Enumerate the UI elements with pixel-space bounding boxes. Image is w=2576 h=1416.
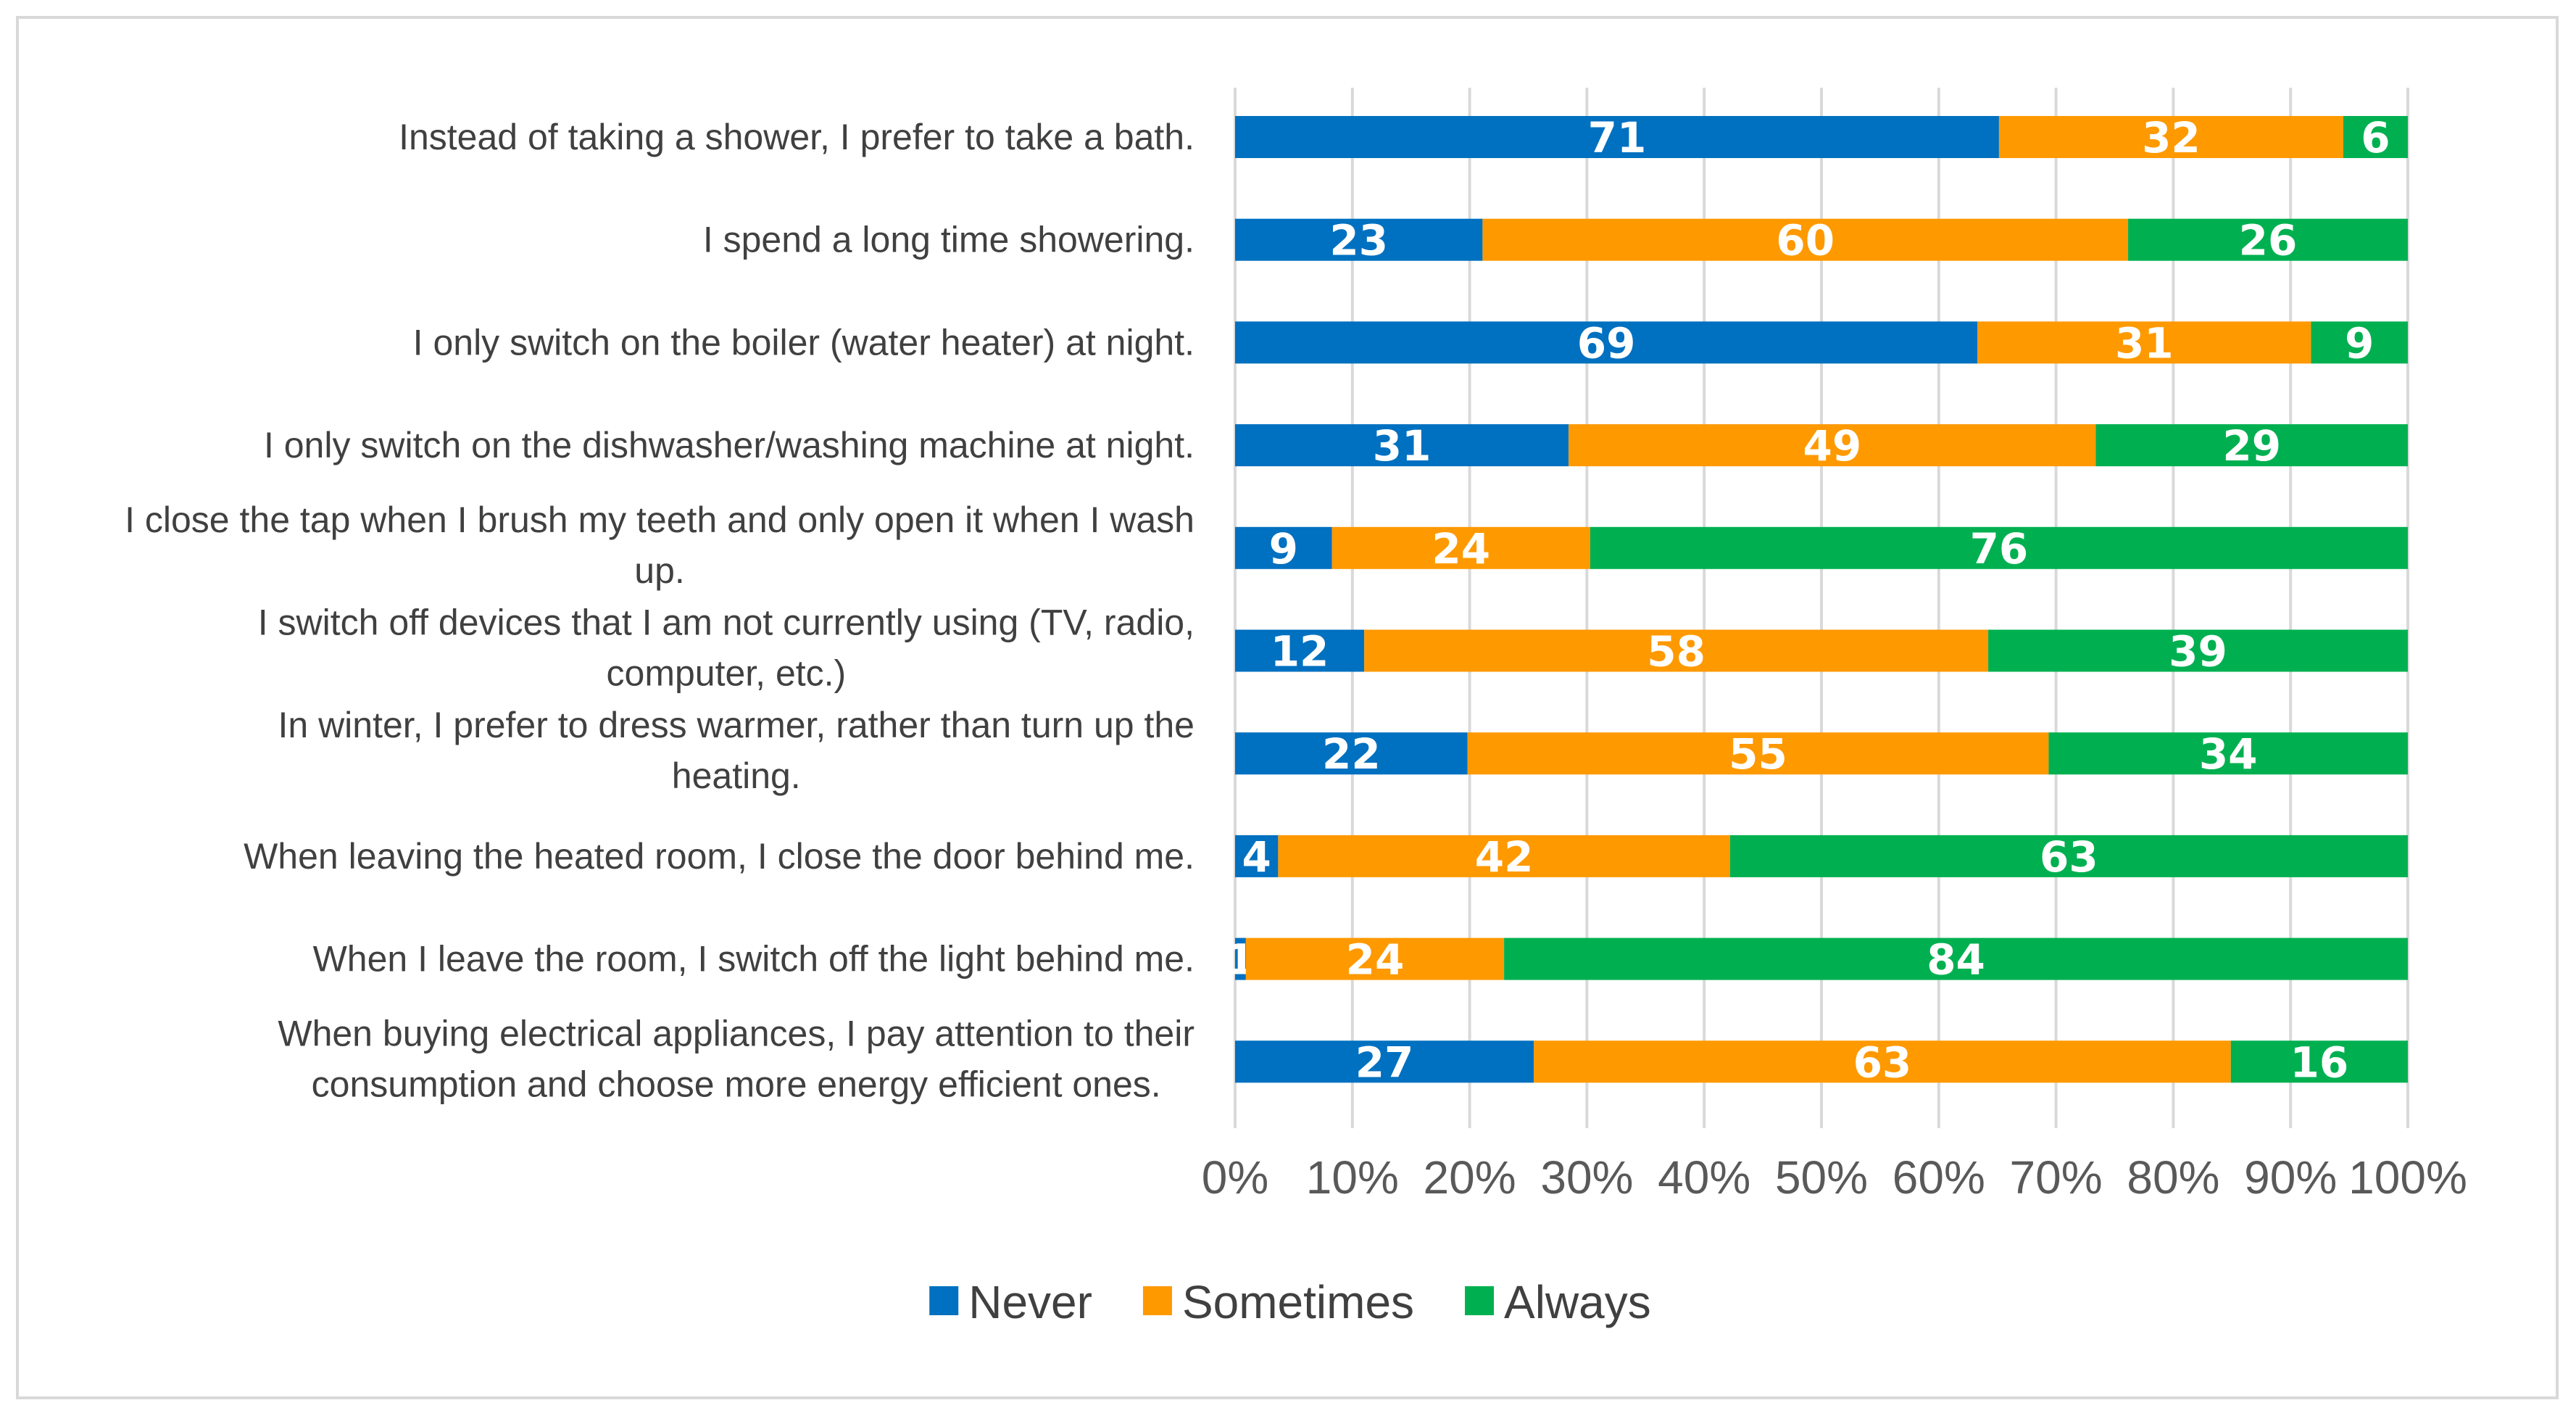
bar-segment-never [1235,629,1365,672]
category-label: up. [634,550,685,591]
data-label: 23 [1329,216,1388,265]
data-label: 39 [2169,627,2227,676]
bar-segment-never [1235,424,1569,467]
legend-swatch [1142,1286,1172,1315]
data-label: 24 [1432,524,1490,574]
legend-item-always: Always [1465,1276,1651,1328]
bar-segment-never [1235,732,1468,775]
legend-label: Never [968,1276,1092,1328]
category-label: I spend a long time showering. [703,220,1194,260]
data-label: 71 [1588,113,1647,162]
data-label: 29 [2222,421,2281,471]
x-tick-label: 10% [1306,1151,1399,1204]
data-label: 55 [1729,729,1787,779]
category-label: consumption and choose more energy effic… [312,1064,1161,1104]
bar-segment-sometimes [1534,1040,2231,1083]
data-label: 9 [2345,318,2374,368]
bar-segment-never [1235,937,1246,980]
data-label: 24 [1346,935,1405,985]
bar-segment-sometimes [1331,526,1590,569]
chart-frame: 71 32 6 23 60 26 69 31 9 31 49 29 9 24 76 12 58 39 22 55 34 4… [16,16,2559,1399]
data-label: 76 [1970,524,2029,574]
data-label: 16 [2290,1038,2349,1087]
bars: 71 32 6 23 60 26 69 31 9 31 49 29 9 24 76 12 58 39 22 55 34 4… [1226,113,2408,1087]
legend-label: Sometimes [1182,1276,1414,1328]
data-label: 63 [1853,1038,1912,1087]
bar-segment-sometimes [1278,835,1730,877]
category-label: I close the tap when I brush my teeth an… [125,500,1194,540]
x-tick-label: 60% [1892,1151,1985,1204]
legend: Never Sometimes Always [929,1276,1651,1328]
data-label: 27 [1355,1038,1414,1087]
data-label: 6 [2361,113,2390,162]
category-label: I only switch on the boiler (water heate… [413,322,1194,363]
legend-label: Always [1504,1276,1651,1328]
x-axis-tick-labels: 0% 10% 20% 30% 40% 50% 60% 70% 80% 90% 100% [1202,1151,2467,1204]
bar-segment-always [1504,937,2408,980]
bar-segment-sometimes [1467,732,2049,775]
bar-segment-sometimes [1998,116,2343,158]
bar-segment-always [2095,424,2408,467]
legend-item-never: Never [929,1276,1092,1328]
data-label: 9 [1269,524,1298,574]
data-label: 32 [2142,113,2201,162]
x-tick-label: 80% [2127,1151,2219,1204]
category-label: Instead of taking a shower, I prefer to … [399,117,1194,157]
category-label: I only switch on the dishwasher/washing … [264,425,1194,465]
category-labels: Instead of taking a shower, I prefer to … [125,117,1194,1104]
data-label: 12 [1271,627,1329,676]
data-label: 42 [1475,832,1534,882]
bar-segment-sometimes [1482,218,2129,261]
stacked-bar-chart: 71 32 6 23 60 26 69 31 9 31 49 29 9 24 76 12 58 39 22 55 34 4… [125,88,2467,1328]
bar-segment-never [1235,526,1332,569]
bar-segment-never [1235,116,1999,158]
legend-swatch [929,1286,959,1315]
bar-segment-always [2311,321,2408,364]
x-tick-label: 20% [1424,1151,1516,1204]
data-label: 58 [1647,627,1705,676]
data-label: 4 [1242,832,1271,882]
bar-segment-always [2230,1040,2408,1083]
data-label: 34 [2199,729,2258,779]
data-label: 26 [2239,216,2298,265]
x-tick-label: 0% [1202,1151,1269,1204]
x-tick-label: 50% [1775,1151,1868,1204]
bar-segment-never [1235,218,1483,261]
bar-segment-sometimes [1364,629,1989,672]
data-label: 63 [2040,832,2098,882]
data-label: 60 [1776,216,1835,265]
category-label: When leaving the heated room, I close th… [244,836,1194,877]
bar-segment-sometimes [1977,321,2311,364]
x-tick-label: 90% [2244,1151,2337,1204]
legend-item-sometimes: Sometimes [1142,1276,1414,1328]
bar-segment-never [1235,1040,1534,1083]
category-label: In winter, I prefer to dress warmer, rat… [278,705,1194,745]
category-label: I switch off devices that I am not curre… [258,603,1194,643]
bar-segment-always [2048,732,2408,775]
bar-segment-always [1988,629,2408,672]
bar-segment-always [2343,116,2408,158]
x-tick-label: 30% [1540,1151,1633,1204]
bar-segment-sometimes [1245,937,1505,980]
category-label: When I leave the room, I switch off the … [313,939,1194,980]
bar-segment-always [1590,526,2408,569]
data-label: 49 [1803,421,1861,471]
x-tick-label: 70% [2010,1151,2103,1204]
bar-segment-sometimes [1569,424,2096,467]
data-label: 69 [1577,318,1636,368]
bar-segment-always [1729,835,2408,877]
x-tick-label: 100% [2348,1151,2467,1204]
category-label: computer, etc.) [607,653,847,694]
category-label: When buying electrical appliances, I pay… [278,1013,1194,1053]
bar-segment-never [1235,321,1978,364]
data-label: 22 [1322,729,1381,779]
legend-swatch [1465,1286,1495,1315]
category-label: heating. [672,755,801,796]
data-label: 84 [1927,935,1985,985]
bar-segment-never [1235,835,1279,877]
data-label: 31 [2115,318,2174,368]
x-tick-label: 40% [1658,1151,1750,1204]
bar-segment-always [2128,218,2408,261]
data-label: 31 [1373,421,1432,471]
